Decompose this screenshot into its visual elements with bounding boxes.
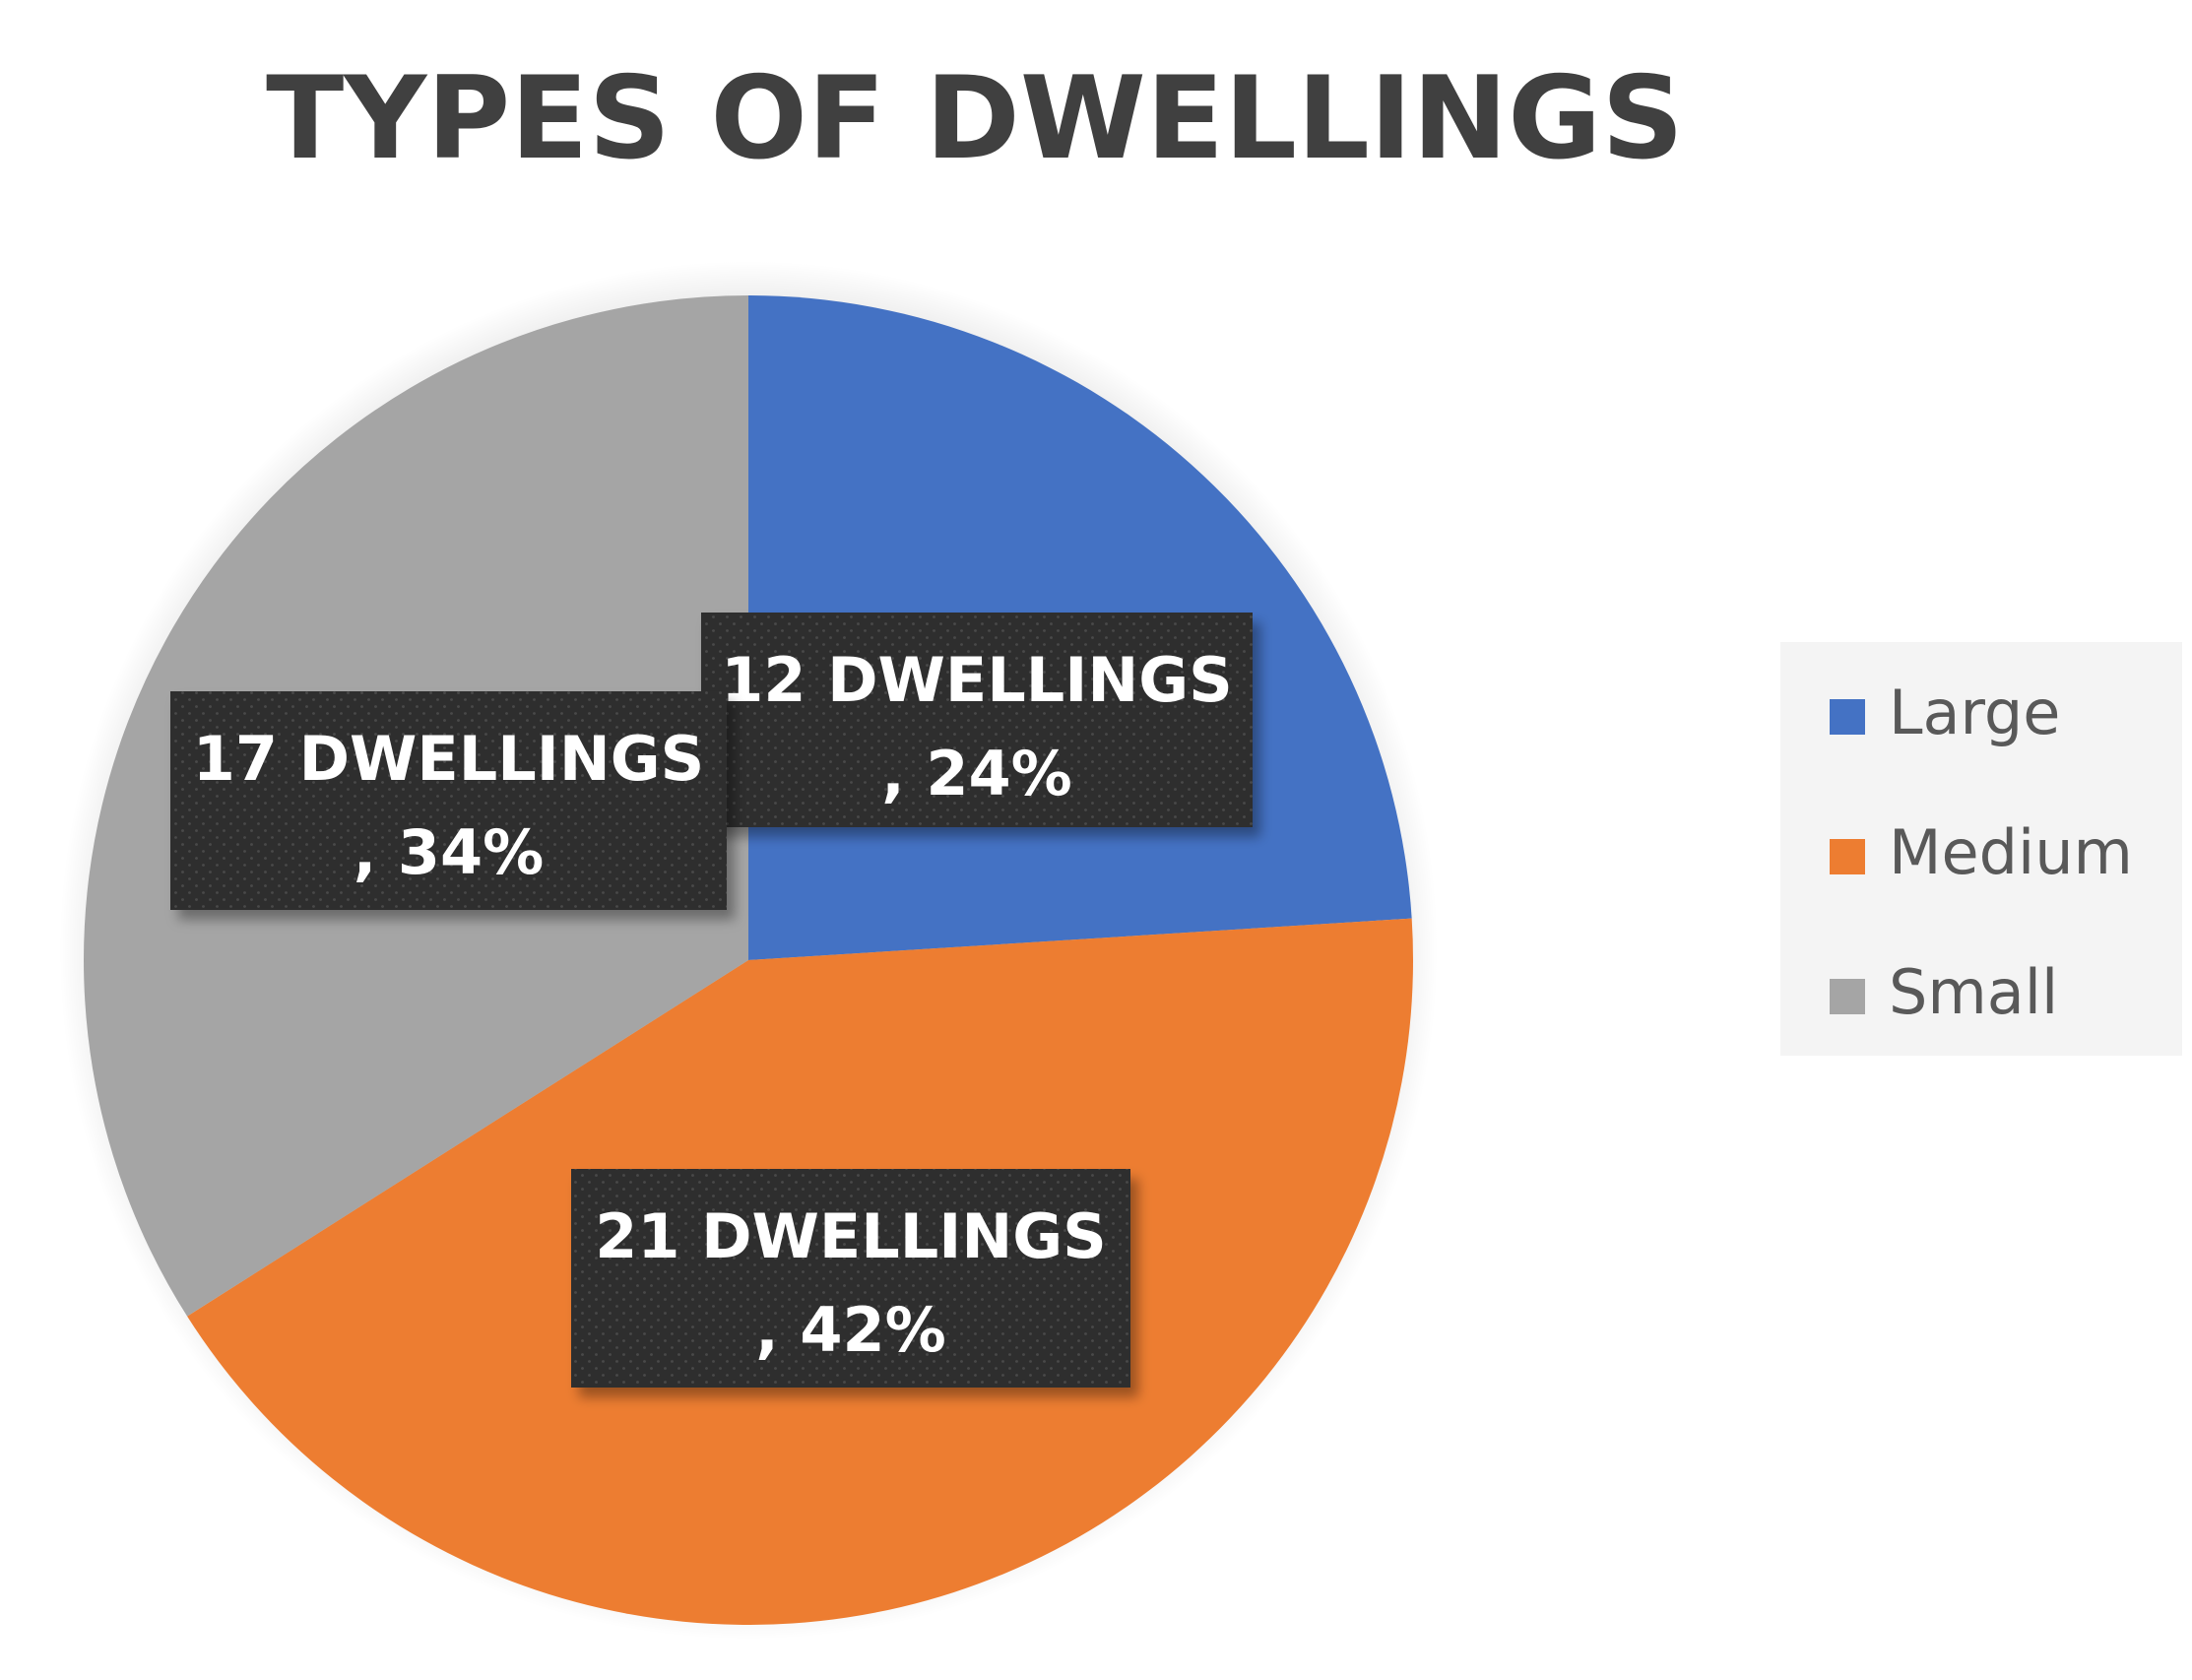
legend-item-medium: Medium xyxy=(1830,816,2133,888)
legend-swatch xyxy=(1830,979,1865,1014)
data-label-box xyxy=(170,691,727,910)
data-label-value: 17 DWELLINGS xyxy=(193,723,705,795)
data-label-box xyxy=(571,1169,1130,1388)
pie-slices xyxy=(83,294,1414,1625)
data-label-box xyxy=(701,613,1253,827)
legend: Large Medium Small xyxy=(1780,642,2182,1056)
data-label-value: 21 DWELLINGS xyxy=(595,1200,1107,1272)
legend-item-small: Small xyxy=(1830,956,2058,1028)
data-label-percent: , 24% xyxy=(881,738,1072,809)
data-label-small: 17 DWELLINGS , 34% xyxy=(170,691,727,910)
data-label-percent: , 34% xyxy=(354,816,545,888)
data-label-percent: , 42% xyxy=(755,1294,946,1366)
legend-item-large: Large xyxy=(1830,677,2060,748)
legend-swatch xyxy=(1830,839,1865,874)
data-label-large: 12 DWELLINGS , 24% xyxy=(701,613,1253,827)
data-label-medium: 21 DWELLINGS , 42% xyxy=(571,1169,1130,1388)
data-labels: 12 DWELLINGS , 24% 21 DWELLINGS , 42% 17 DWE… xyxy=(170,613,1253,1388)
data-label-value: 12 DWELLINGS xyxy=(721,644,1233,716)
legend-label: Medium xyxy=(1889,816,2133,888)
legend-label: Small xyxy=(1889,956,2058,1028)
legend-swatch xyxy=(1830,699,1865,735)
chart-title: TYPES OF DWELLINGS xyxy=(266,52,1684,185)
legend-label: Large xyxy=(1889,677,2060,748)
